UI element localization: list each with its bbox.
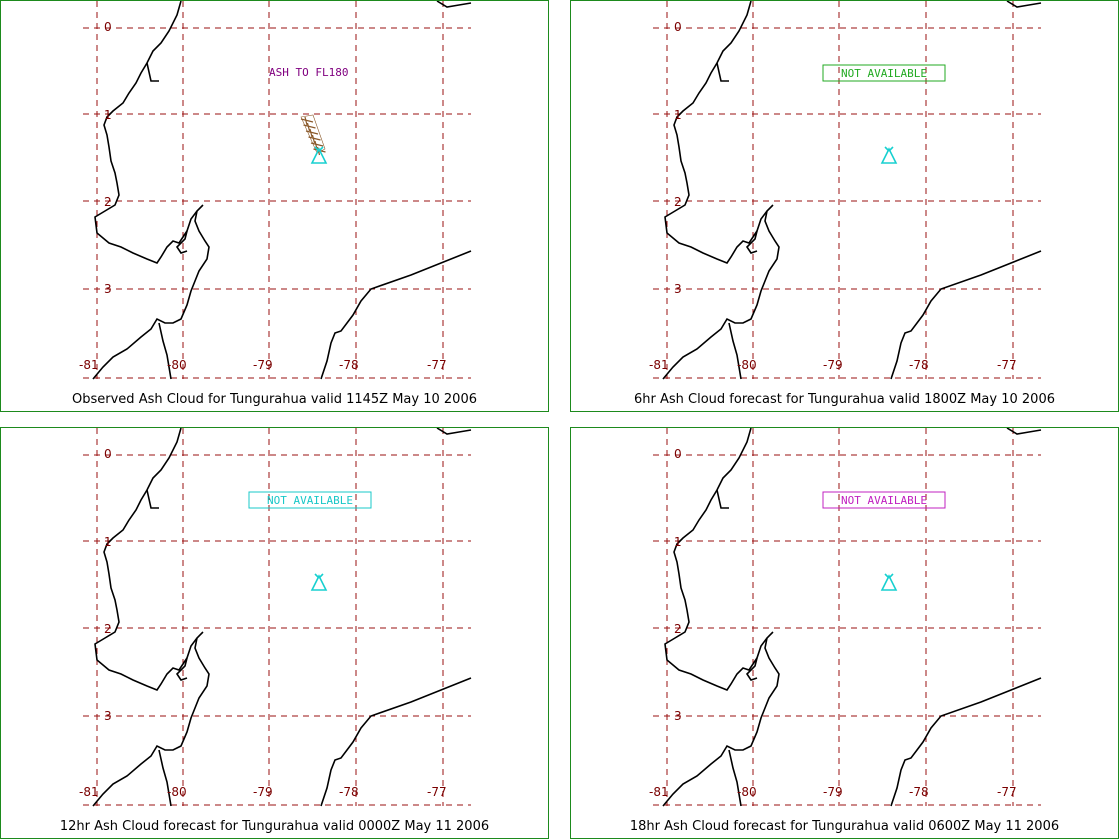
latitude-label: 1 [674,108,682,122]
latitude-label: 2 [104,195,112,209]
latitude-label: 2 [674,622,682,636]
not-available-box [822,64,946,82]
longitude-label: -81 [79,358,99,372]
coastline [436,1,472,8]
country-border [890,677,1042,807]
coastline [92,637,210,807]
coastline [662,210,780,380]
latitude-label: 3 [674,282,682,296]
coastline [158,322,172,380]
volcano-triangle-icon [310,146,328,164]
ash-height-annotation: ASH TO FL180 [269,66,348,79]
coastline [662,637,780,807]
longitude-label: -78 [909,785,929,799]
coastline [436,428,472,435]
coastline [175,230,188,254]
map-canvas: 0 1 2 3 -81 -80 -79 -78 -77 ASH TO FL180 [79,1,472,380]
coastline [94,1,204,264]
coastline [146,62,159,82]
longitude-label: -78 [909,358,929,372]
latitude-label: 1 [674,535,682,549]
volcano-triangle-icon [310,573,328,591]
longitude-label: -77 [997,785,1017,799]
map-canvas: 0 1 2 3 -81 -80 -79 -78 -77 NOT AVAILABLE [649,428,1042,807]
longitude-label: -81 [649,358,669,372]
map-panel-12hr: 0 1 2 3 -81 -80 -79 -78 -77 NOT AVAILABLE 12hr As… [0,427,549,839]
latitude-label: 0 [104,20,112,34]
not-available-label: NOT AVAILABLE [841,67,927,80]
volcano-triangle-icon [880,573,898,591]
longitude-label: -77 [427,358,447,372]
coastline [664,428,774,691]
latitude-label: 2 [674,195,682,209]
coastline [664,1,774,264]
panel-title: 18hr Ash Cloud forecast for Tungurahua v… [629,819,1060,834]
volcano-triangle-icon [880,146,898,164]
map-canvas: 0 1 2 3 -81 -80 -79 -78 -77 NOT AVAILABLE [79,428,472,807]
latitude-label: 0 [674,447,682,461]
coastline [92,210,210,380]
coastline [716,62,729,82]
coastline [146,489,159,509]
longitude-label: -78 [339,785,359,799]
coastline [745,657,758,681]
latitude-label: 0 [674,20,682,34]
not-available-box [248,491,372,509]
longitude-label: -79 [823,358,843,372]
longitude-label: -81 [79,785,99,799]
map-panel-6hr: 0 1 2 3 -81 -80 -79 -78 -77 NOT AVAILABLE 6hr Ash… [570,0,1119,412]
latitude-label: 2 [104,622,112,636]
coastline [728,322,742,380]
latitude-label: 1 [104,535,112,549]
coastline [175,657,188,681]
not-available-box [822,491,946,509]
coastline [94,428,204,691]
longitude-label: -77 [427,785,447,799]
latitude-label: 1 [104,108,112,122]
coastline [1006,428,1042,435]
panel-title: 12hr Ash Cloud forecast for Tungurahua v… [59,819,490,834]
country-border [320,677,472,807]
country-border [320,250,472,380]
longitude-label: -80 [737,358,757,372]
longitude-label: -78 [339,358,359,372]
coastline [1006,1,1042,8]
country-border [890,250,1042,380]
longitude-label: -80 [167,358,187,372]
coastline [716,489,729,509]
longitude-label: -80 [737,785,757,799]
map-panel-18hr: 0 1 2 3 -81 -80 -79 -78 -77 NOT AVAILABLE 18hr As… [570,427,1119,839]
not-available-label: NOT AVAILABLE [267,494,353,507]
not-available-label: NOT AVAILABLE [841,494,927,507]
longitude-label: -79 [823,785,843,799]
latitude-label: 3 [104,709,112,723]
map-panel-observed: 0 1 2 3 -81 -80 -79 -78 -77 ASH TO FL180 Observed… [0,0,549,412]
panel-title: Observed Ash Cloud for Tungurahua valid … [72,392,477,407]
longitude-label: -81 [649,785,669,799]
coastline [728,749,742,807]
longitude-label: -77 [997,358,1017,372]
coastline [158,749,172,807]
panel-title: 6hr Ash Cloud forecast for Tungurahua va… [634,392,1055,407]
longitude-label: -79 [253,785,273,799]
latitude-label: 3 [674,709,682,723]
latitude-label: 0 [104,447,112,461]
longitude-label: -79 [253,358,273,372]
longitude-label: -80 [167,785,187,799]
latitude-label: 3 [104,282,112,296]
map-canvas: 0 1 2 3 -81 -80 -79 -78 -77 NOT AVAILABLE [649,1,1042,380]
coastline [745,230,758,254]
